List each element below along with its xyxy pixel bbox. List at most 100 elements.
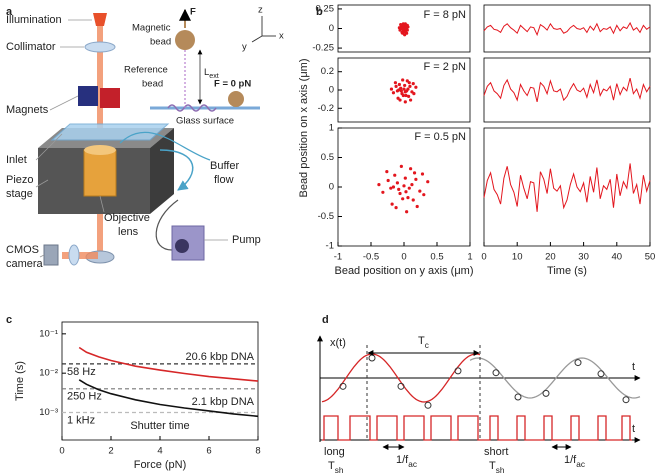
schematic-label: camera <box>6 258 44 270</box>
y-tick-label: -0.5 <box>318 211 334 222</box>
sample-point <box>492 369 500 377</box>
scatter-point <box>407 186 411 190</box>
flow-tube <box>119 131 211 161</box>
schematic-label: Pump <box>232 234 261 246</box>
pump-port <box>175 239 189 253</box>
axis-label: t <box>632 361 635 373</box>
trace <box>483 163 651 212</box>
sampling-label-main: 1/f <box>564 454 577 466</box>
scatter-point <box>401 197 405 201</box>
y-tick-label: 1 <box>329 123 334 134</box>
scatter-point <box>410 90 414 94</box>
series-line <box>78 346 259 382</box>
x-tick-label: 0.5 <box>430 252 443 263</box>
x-axis-label: Bead position on y axis (μm) <box>334 265 473 277</box>
y-tick-label: 10⁻² <box>39 368 58 379</box>
inset-label: bead <box>142 79 163 90</box>
annotation: F = 2 pN <box>424 61 467 73</box>
scatter-point <box>403 176 407 180</box>
shutter-label: Tsh <box>328 460 344 474</box>
timing-diagram <box>317 335 641 450</box>
axis-label: t <box>632 423 635 435</box>
x-axis-label: Time (s) <box>547 265 587 277</box>
sampling-label-sub: ac <box>408 460 417 469</box>
scatter-point <box>403 100 407 104</box>
x-tick-label: -1 <box>334 252 342 263</box>
shutter-pulses <box>322 415 632 441</box>
stage-side <box>150 128 174 214</box>
schematic-label: stage <box>6 188 33 200</box>
inset-label: Glass surface <box>176 116 234 127</box>
scatter-point <box>409 98 413 102</box>
scatter-point <box>410 183 414 187</box>
scatter-point <box>393 81 398 85</box>
scatter-point <box>400 92 404 96</box>
scatter-point <box>397 82 401 87</box>
y-tick-label: -0.25 <box>312 43 334 54</box>
y-tick-label: 0 <box>329 23 334 34</box>
x-tick-label: -0.5 <box>363 252 379 263</box>
length-label: Lext <box>204 67 219 80</box>
magnet <box>100 88 120 108</box>
panel-label: b <box>316 6 323 18</box>
schematic-label: Piezo <box>6 174 34 186</box>
schematic-label: Buffer <box>210 160 239 172</box>
scatter-point <box>412 171 417 175</box>
scatter-point <box>408 84 412 88</box>
trace <box>483 77 651 103</box>
wave <box>321 353 481 403</box>
sample-point <box>454 367 462 375</box>
shutter-label-main: T <box>489 460 496 472</box>
inset-label: Reference <box>124 65 168 76</box>
length-label-main: L <box>204 67 209 78</box>
scatter-point <box>420 172 425 176</box>
scatter-point <box>405 23 409 27</box>
sampling-label-sub: ac <box>576 460 585 469</box>
period-label-main: T <box>418 335 425 347</box>
scatter-point <box>401 78 405 82</box>
scatter-point <box>414 85 418 89</box>
scatter-point <box>400 26 404 31</box>
y-tick-label: 0 <box>329 182 334 193</box>
magnetic-bead <box>175 30 195 50</box>
scatter-point <box>404 93 408 98</box>
schematic-label: CMOS <box>6 244 39 256</box>
trace <box>483 21 651 37</box>
reference-label: 58 Hz <box>67 366 96 378</box>
shutter-label-sub: sh <box>496 466 505 474</box>
y-tick-label: 0.5 <box>321 152 334 163</box>
scatter-point <box>399 22 403 27</box>
scatter-point <box>399 89 403 93</box>
light-source <box>93 13 107 26</box>
flow-cell <box>50 123 170 141</box>
note: short <box>484 446 508 458</box>
scatter-point <box>418 189 422 193</box>
inset-label: F = 0 pN <box>214 79 251 90</box>
schematic-label: Illumination <box>6 14 62 26</box>
y-axis-label: Time (s) <box>14 361 26 401</box>
period-label-sub: c <box>425 341 429 350</box>
collimator <box>84 41 116 53</box>
x-tick-label: 20 <box>545 252 556 263</box>
sample-point <box>368 354 376 362</box>
sample-point <box>397 382 405 390</box>
series-label: 20.6 kbp DNA <box>186 351 255 363</box>
scatter-point <box>385 170 389 174</box>
scatter-point <box>422 193 426 197</box>
dna <box>167 104 217 112</box>
sample-point <box>597 370 605 378</box>
x-tick-label: 4 <box>157 446 162 457</box>
scatter-point <box>407 94 411 98</box>
scatter-point <box>405 79 409 83</box>
sampling-label-main: 1/f <box>396 454 409 466</box>
sample-point <box>339 382 347 390</box>
scatter-point <box>404 190 408 194</box>
panel-label: d <box>322 314 329 326</box>
scatter-point <box>403 90 407 94</box>
scatter-point <box>394 84 398 88</box>
inset-label: y <box>242 42 247 53</box>
schematic-label: Objective <box>104 212 150 224</box>
scatter-point <box>411 198 415 202</box>
annotation: Shutter time <box>130 420 189 432</box>
inset-label: x <box>279 31 284 42</box>
